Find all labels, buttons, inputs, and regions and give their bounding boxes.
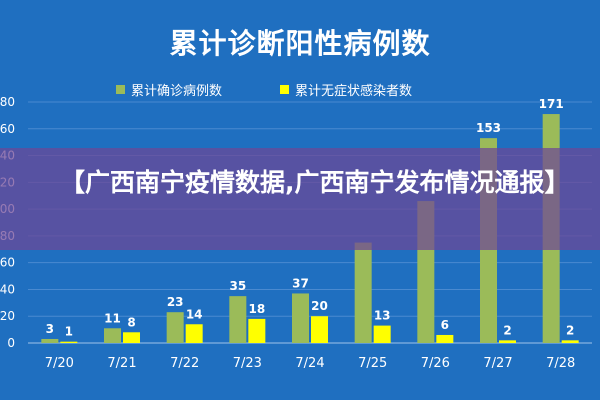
overlay-banner: 【广西南宁疫情数据,广西南宁发布情况通报】	[0, 148, 600, 250]
bar-asymptomatic	[373, 325, 391, 343]
bar-asymptomatic	[436, 334, 454, 343]
data-label-asymptomatic: 8	[127, 315, 135, 329]
x-tick-label: 7/22	[170, 356, 199, 371]
bar-confirmed	[166, 312, 184, 343]
y-tick-label: 160	[0, 122, 15, 136]
data-label-confirmed: 23	[167, 295, 184, 309]
data-label-asymptomatic: 6	[441, 318, 449, 332]
data-label-confirmed: 11	[104, 311, 121, 325]
y-tick-label: 180	[0, 95, 15, 109]
bar-confirmed	[292, 293, 309, 343]
bar-asymptomatic	[60, 341, 78, 343]
legend-label-confirmed: 累计确诊病例数	[131, 83, 223, 99]
data-label-confirmed: 153	[476, 121, 501, 135]
bar-confirmed	[41, 338, 59, 343]
chart-title: 累计诊断阳性病例数	[169, 27, 431, 60]
legend-item-confirmed: 累计确诊病例数	[116, 80, 222, 99]
bar-asymptomatic	[185, 324, 203, 343]
bar-confirmed	[104, 328, 121, 343]
legend-swatch-asymptomatic	[280, 84, 290, 94]
data-label-confirmed: 3	[46, 322, 54, 336]
bar-asymptomatic	[123, 332, 140, 343]
data-label-asymptomatic: 2	[566, 323, 574, 337]
bar-asymptomatic	[248, 318, 266, 343]
data-label-confirmed: 171	[539, 97, 564, 111]
bar-asymptomatic	[499, 340, 516, 343]
bar-asymptomatic	[561, 340, 579, 343]
data-label-asymptomatic: 2	[503, 323, 511, 337]
y-tick-label: 60	[0, 256, 15, 270]
x-tick-label: 7/28	[546, 356, 575, 371]
legend-swatch-confirmed	[116, 84, 125, 94]
legend-label-asymptomatic: 累计无症状感染者数	[295, 83, 413, 99]
bar-confirmed	[229, 296, 247, 343]
data-label-asymptomatic: 14	[186, 307, 203, 321]
legend-item-asymptomatic: 累计无症状感染者数	[280, 80, 412, 99]
data-label-asymptomatic: 13	[374, 309, 391, 323]
data-label-confirmed: 37	[292, 276, 309, 290]
data-label-asymptomatic: 1	[65, 325, 73, 339]
bar-asymptomatic	[311, 316, 328, 343]
y-tick-label: 0	[7, 336, 15, 350]
x-tick-label: 7/24	[295, 356, 324, 371]
bar-confirmed	[354, 242, 372, 343]
y-tick-label: 40	[0, 282, 15, 296]
banner-text: 【广西南宁疫情数据,广西南宁发布情况通报】	[60, 168, 570, 197]
y-tick-label: 20	[0, 309, 15, 323]
x-tick-label: 7/27	[483, 356, 512, 371]
x-tick-label: 7/21	[107, 356, 136, 371]
legend: 累计确诊病例数 累计无症状感染者数	[116, 80, 412, 99]
x-tick-label: 7/23	[233, 356, 262, 371]
x-tick-label: 7/25	[358, 356, 387, 371]
x-tick-label: 7/26	[421, 356, 450, 371]
data-label-asymptomatic: 18	[248, 302, 265, 316]
data-label-confirmed: 35	[229, 279, 246, 293]
x-tick-label: 7/20	[45, 356, 74, 371]
data-label-asymptomatic: 20	[311, 299, 328, 313]
